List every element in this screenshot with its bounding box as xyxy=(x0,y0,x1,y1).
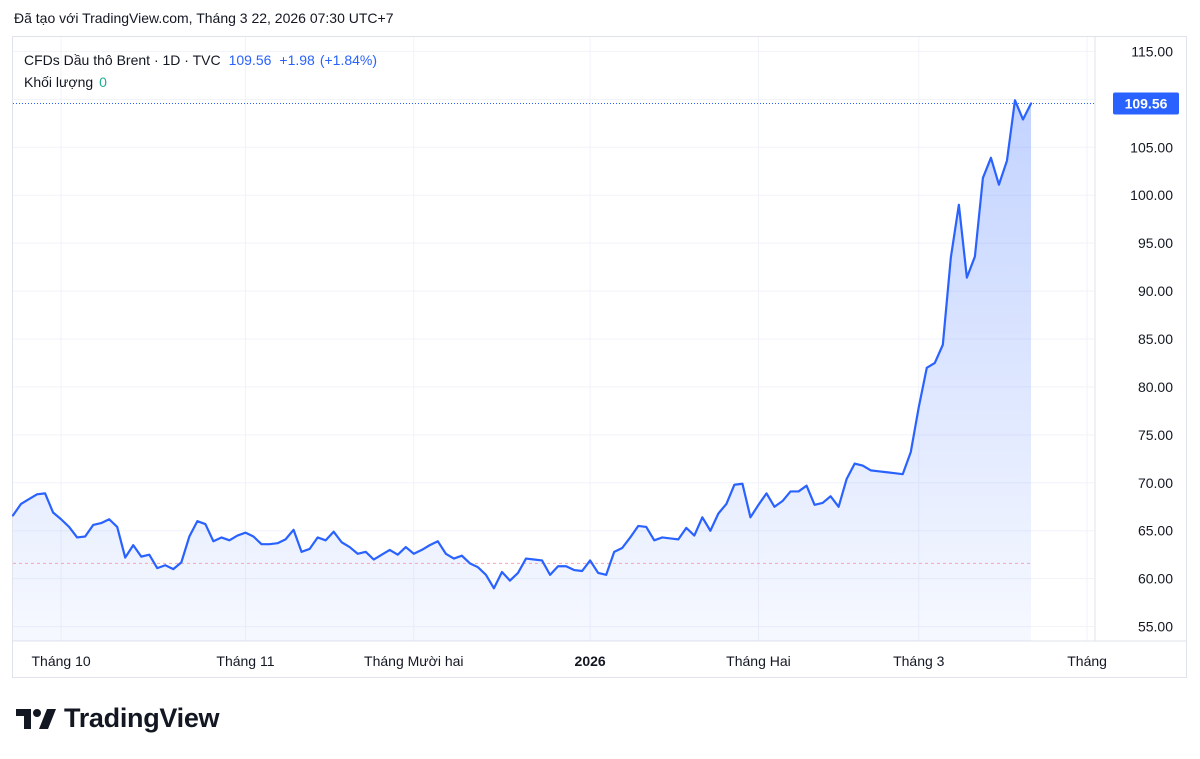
y-tick-label: 90.00 xyxy=(1138,283,1173,299)
x-tick-label: Tháng 3 xyxy=(893,653,945,669)
last-price-badge xyxy=(1113,92,1179,115)
y-tick-label: 75.00 xyxy=(1138,427,1173,443)
y-tick-label: 85.00 xyxy=(1138,331,1173,347)
x-tick-label: 2026 xyxy=(575,653,606,669)
price-line xyxy=(11,99,1033,590)
chart-panel[interactable] xyxy=(12,36,1187,678)
x-tick-label: Tháng Hai xyxy=(726,653,791,669)
x-tick-label: Tháng xyxy=(1067,653,1107,669)
symbol-row[interactable]: CFDs Dầu thô Brent · 1D · TVC 109.56 +1.98… xyxy=(24,49,377,71)
price-change-percent: (+1.84%) xyxy=(319,52,378,68)
price-area-fill xyxy=(13,100,1031,641)
y-tick-label: 60.00 xyxy=(1138,571,1173,587)
symbol-label[interactable]: CFDs Dầu thô Brent · 1D · TVC xyxy=(24,52,221,68)
x-tick-label: Tháng Mười hai xyxy=(364,653,463,669)
chart-caption: Đã tạo với TradingView.com, Tháng 3 22, … xyxy=(14,10,394,26)
chart-legend: CFDs Dầu thô Brent · 1D · TVC 109.56 +1.98… xyxy=(24,49,377,93)
y-tick-label: 70.00 xyxy=(1138,475,1173,491)
price-change-value: +1.98 xyxy=(279,52,315,68)
volume-value: 0 xyxy=(99,74,107,90)
tradingview-logo-icon xyxy=(16,708,56,729)
tradingview-logo[interactable]: TradingView xyxy=(16,703,220,734)
x-tick-label: Tháng 10 xyxy=(32,653,91,669)
last-price-badge-label: 109.56 xyxy=(1125,96,1168,112)
y-tick-label: 105.00 xyxy=(1130,139,1173,155)
y-tick-label: 100.00 xyxy=(1130,187,1173,203)
x-tick-label: Tháng 11 xyxy=(216,653,274,669)
y-tick-label: 55.00 xyxy=(1138,619,1173,635)
y-tick-label: 95.00 xyxy=(1138,235,1173,251)
tradingview-wordmark: TradingView xyxy=(64,703,220,733)
y-tick-label: 65.00 xyxy=(1138,523,1173,539)
price-chart[interactable]: 115.00110.00105.00100.0095.0090.0085.008… xyxy=(0,0,1200,700)
volume-label: Khối lượng xyxy=(24,74,94,90)
y-tick-label: 115.00 xyxy=(1131,43,1173,59)
y-tick-label: 80.00 xyxy=(1138,379,1173,395)
last-price-value: 109.56 xyxy=(228,52,272,68)
volume-row[interactable]: Khối lượng 0 xyxy=(24,71,377,93)
